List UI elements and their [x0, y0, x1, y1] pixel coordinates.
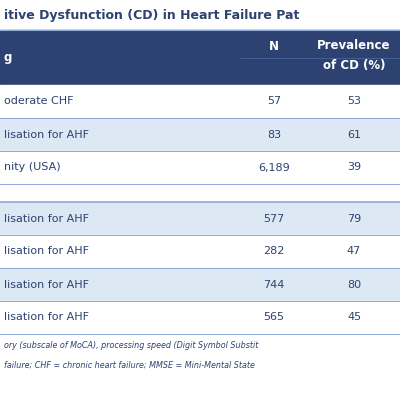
Bar: [0, 268, 400, 301]
Bar: [0, 184, 400, 202]
Text: 57: 57: [267, 96, 281, 106]
Text: lisation for AHF: lisation for AHF: [4, 130, 89, 140]
Bar: [0, 30, 400, 85]
Text: Prevalence: Prevalence: [317, 39, 391, 52]
Text: 47: 47: [347, 246, 361, 256]
Text: 39: 39: [347, 162, 361, 172]
Text: 79: 79: [347, 214, 361, 224]
Text: failure; CHF = chronic heart failure; MMSE = Mini-Mental State: failure; CHF = chronic heart failure; MM…: [4, 361, 257, 370]
Bar: [0, 235, 400, 268]
Bar: [0, 202, 400, 235]
Bar: [0, 85, 400, 118]
Text: 80: 80: [347, 280, 361, 290]
Text: N: N: [269, 40, 279, 53]
Text: itive Dysfunction (CD) in Heart Failure Pat: itive Dysfunction (CD) in Heart Failure …: [4, 8, 299, 22]
Text: lisation for AHF: lisation for AHF: [4, 280, 89, 290]
Text: 577: 577: [263, 214, 285, 224]
Bar: [0, 0, 400, 30]
Text: lisation for AHF: lisation for AHF: [4, 214, 89, 224]
Text: 83: 83: [267, 130, 281, 140]
Text: 565: 565: [264, 312, 284, 322]
Bar: [0, 118, 400, 151]
Bar: [0, 301, 400, 334]
Text: 6,189: 6,189: [258, 162, 290, 172]
Text: 744: 744: [263, 280, 285, 290]
Bar: [0, 334, 400, 382]
Text: 61: 61: [347, 130, 361, 140]
Text: g: g: [4, 51, 12, 64]
Bar: [0, 151, 400, 184]
Text: oderate CHF: oderate CHF: [4, 96, 74, 106]
Text: of CD (%): of CD (%): [323, 59, 385, 72]
Text: 45: 45: [347, 312, 361, 322]
Text: nity (USA): nity (USA): [4, 162, 61, 172]
Text: lisation for AHF: lisation for AHF: [4, 246, 89, 256]
Text: 282: 282: [263, 246, 285, 256]
Text: lisation for AHF: lisation for AHF: [4, 312, 89, 322]
Text: 53: 53: [347, 96, 361, 106]
Text: ory (subscale of MoCA), processing speed (Digit Symbol Substit: ory (subscale of MoCA), processing speed…: [4, 342, 258, 350]
